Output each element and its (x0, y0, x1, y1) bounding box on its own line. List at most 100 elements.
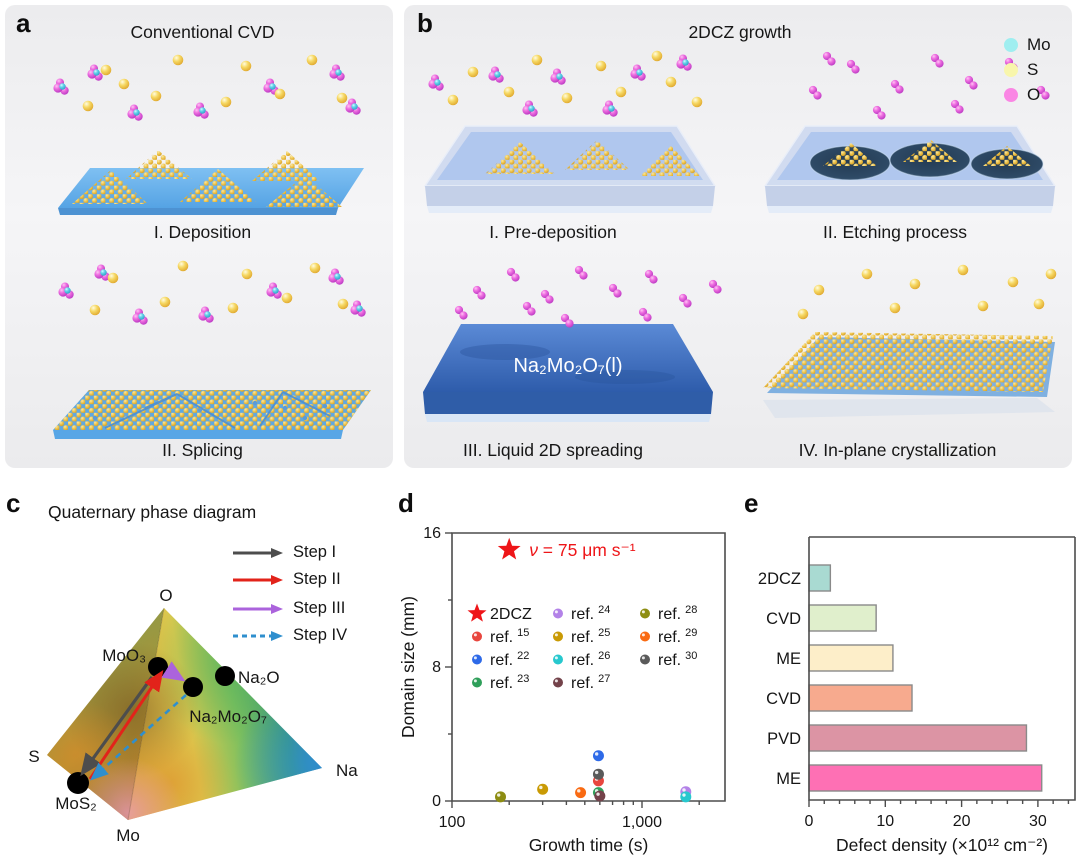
grain-boundaries (104, 391, 331, 429)
oxygen-molecules (808, 51, 1050, 120)
step-arrow-icon (233, 574, 283, 585)
mos2-triangle-domains (72, 150, 342, 207)
mos2-triangle-domains (485, 140, 700, 176)
point-na2o (215, 666, 235, 686)
step-legend-item-4: Step IV (233, 623, 347, 648)
y-axis-label: Domain size (mm) (398, 596, 418, 738)
point-mos2 (67, 772, 89, 794)
moo3-molecules (428, 54, 692, 117)
s-atom-icon (1004, 62, 1018, 77)
sulfur-atoms (797, 264, 1057, 320)
vertex-label-s: S (28, 747, 39, 766)
sulfur-atoms (447, 50, 703, 108)
atom-legend: Mo S O (1004, 32, 1051, 107)
continuous-monolayer (763, 332, 1053, 392)
atom-legend-label: Mo (1027, 34, 1051, 54)
svg-text:ref.28: ref. 28 (658, 604, 697, 623)
speed-annotation: ν = 75 μm s⁻¹ (529, 540, 636, 560)
data-point-ref-28 (495, 791, 507, 803)
step-legend-label: Step IV (293, 626, 348, 644)
arrow-step2 (88, 670, 164, 780)
svg-text:0: 0 (805, 813, 814, 830)
svg-text:ref.27: ref. 27 (571, 673, 610, 692)
sulfur-atoms (89, 260, 349, 316)
atom-legend-label: S (1027, 59, 1039, 79)
bar-category-label: CVD (766, 690, 801, 708)
panel-letter-b: b (417, 8, 433, 38)
panel-a-title: Conventional CVD (130, 22, 275, 42)
step-arrow-icon (233, 547, 283, 558)
data-point-ref-22 (592, 750, 604, 762)
svg-text:30: 30 (1029, 813, 1047, 830)
bar-pvd-4 (808, 724, 1028, 752)
axes-frame (451, 532, 726, 802)
axis-ticks (808, 800, 1070, 807)
mo-atom-icon (1004, 37, 1018, 52)
oxygen-molecules (454, 265, 722, 328)
vertex-label-o: O (159, 586, 172, 605)
panel-b-title: 2DCZ growth (688, 22, 792, 42)
step-legend-label: Step I (293, 543, 337, 561)
panel-letter-e: e (744, 488, 759, 518)
svg-text:ref.30: ref. 30 (658, 650, 697, 669)
bar-cvd-3 (808, 684, 913, 712)
svg-text:ref.26: ref. 26 (571, 650, 610, 669)
etching-droplets (809, 140, 1044, 181)
scene-pre-deposition (423, 50, 717, 213)
svg-text:10: 10 (876, 813, 894, 830)
atom-legend-item-o: O (1004, 82, 1051, 107)
svg-text:100: 100 (439, 814, 466, 831)
scene-etching-process (763, 51, 1057, 213)
step-legend-item-2: Step II (233, 567, 347, 592)
bar-2dcz-0 (808, 564, 832, 592)
axis-ticks (445, 532, 700, 808)
step-legend-item-3: Step III (233, 596, 347, 621)
svg-text:2DCZ: 2DCZ (490, 606, 532, 623)
svg-text:ref.15: ref. 15 (490, 627, 529, 646)
scene-liquid-2d-spreading: Na₂Mo₂O₇(l) (423, 265, 722, 422)
vertex-label-na: Na (336, 761, 358, 780)
bar-me-2 (808, 644, 894, 672)
svg-text:0: 0 (432, 793, 441, 810)
svg-text:ref.25: ref. 25 (571, 627, 610, 646)
label-mos2: MoS₂ (55, 794, 97, 813)
svg-text:ν = 75 μm s⁻¹: ν = 75 μm s⁻¹ (529, 540, 636, 560)
data-point-2dcz-star (497, 537, 521, 560)
quaternary-phase-diagram: O S Na Mo MoO₃ Na₂O Na₂Mo₂O₇ MoS₂ (28, 586, 358, 845)
bar-cvd-1 (808, 604, 877, 632)
moo3-molecules (58, 264, 366, 325)
label-moo3: MoO₃ (102, 646, 146, 665)
x-axis-label: Defect density (×10¹² cm⁻²) (836, 835, 1048, 855)
panel-letter-d: d (398, 488, 414, 518)
substrate-plate (763, 398, 1055, 418)
tetrahedron-labels: O S Na Mo MoO₃ Na₂O Na₂Mo₂O₇ MoS₂ (28, 586, 358, 845)
data-point-ref-29 (575, 787, 587, 799)
bar-category-label: ME (776, 650, 801, 668)
data-point-ref-26 (680, 791, 692, 803)
svg-text:ref.29: ref. 29 (658, 627, 697, 646)
panel-letter-a: a (16, 8, 31, 38)
atom-legend-label: O (1027, 84, 1041, 104)
label-na2o: Na₂O (238, 668, 280, 687)
panel-letter-c: c (6, 488, 21, 518)
arrow-step1 (80, 676, 154, 777)
domain-size-chart: 0 8 16 100 1,000 Growth time (s) Domain size (… (398, 525, 726, 855)
bar-me-5 (808, 764, 1043, 792)
liquid-label: Na₂Mo₂O₇(l) (513, 355, 622, 377)
data-point-ref-27 (594, 790, 606, 802)
step-legend-label: Step III (293, 599, 346, 617)
phase-diagram-title: Quaternary phase diagram (48, 502, 257, 522)
svg-text:20: 20 (953, 813, 971, 830)
step-arrow-icon (233, 630, 283, 641)
svg-text:ref.23: ref. 23 (490, 673, 529, 692)
bar-category-label: ME (776, 770, 801, 788)
scene-conventional-splicing (53, 260, 371, 439)
caption-deposition: I. Deposition (153, 222, 252, 242)
scene-in-plane-crystallization (763, 264, 1057, 418)
data-point-ref-30 (592, 768, 604, 780)
scene-conventional-deposition (53, 54, 364, 215)
caption-etching: II. Etching process (823, 222, 967, 242)
axes-frame (808, 536, 1076, 801)
caption-pre-deposition: I. Pre-deposition (489, 222, 617, 242)
